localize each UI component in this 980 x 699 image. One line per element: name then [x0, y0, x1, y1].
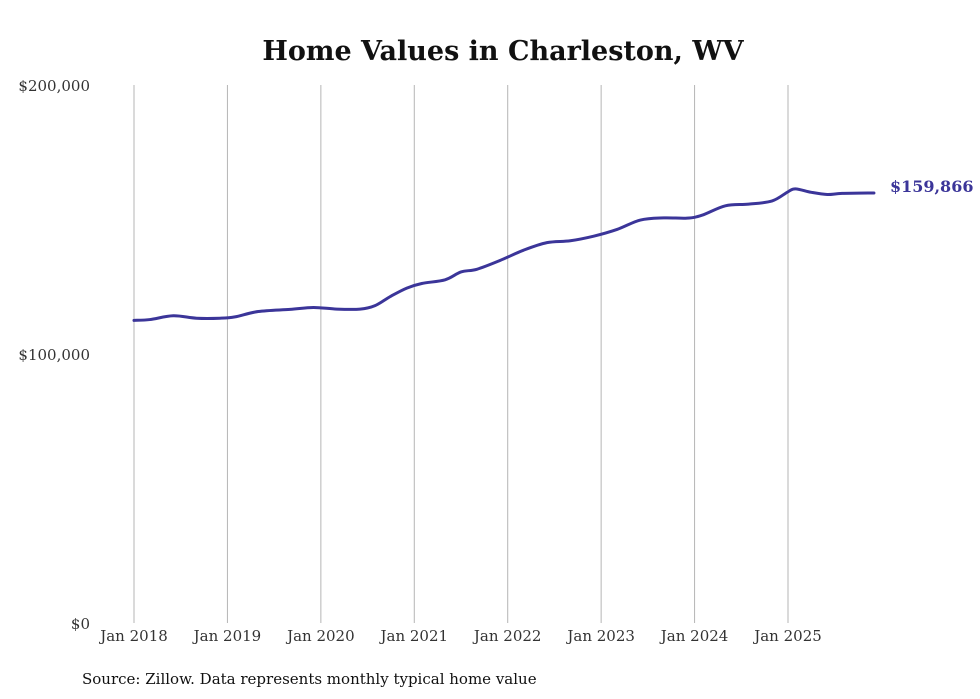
- x-tick-label: Jan 2020: [285, 627, 355, 645]
- x-tick-label: Jan 2024: [659, 627, 729, 645]
- x-tick-label: Jan 2018: [98, 627, 168, 645]
- x-tick-label: Jan 2019: [192, 627, 262, 645]
- chart-title: Home Values in Charleston, WV: [262, 36, 744, 67]
- source-note: Source: Zillow. Data represents monthly …: [82, 670, 537, 688]
- end-value-label: $159,866: [890, 177, 974, 196]
- y-axis-ticks: $0 $100,000 $200,000: [18, 77, 90, 633]
- y-tick-label: $100,000: [18, 346, 90, 364]
- series-line-0: [132, 187, 876, 322]
- x-tick-label: Jan 2022: [472, 627, 542, 645]
- y-tick-label: $0: [71, 615, 90, 633]
- gridlines: [133, 85, 789, 623]
- y-tick-label: $200,000: [18, 77, 90, 95]
- series-group: [132, 187, 876, 322]
- x-tick-label: Jan 2021: [379, 627, 449, 645]
- x-axis-ticks: Jan 2018 Jan 2019 Jan 2020 Jan 2021 Jan 2022…: [98, 627, 822, 645]
- x-tick-label: Jan 2025: [752, 627, 822, 645]
- x-tick-label: Jan 2023: [565, 627, 635, 645]
